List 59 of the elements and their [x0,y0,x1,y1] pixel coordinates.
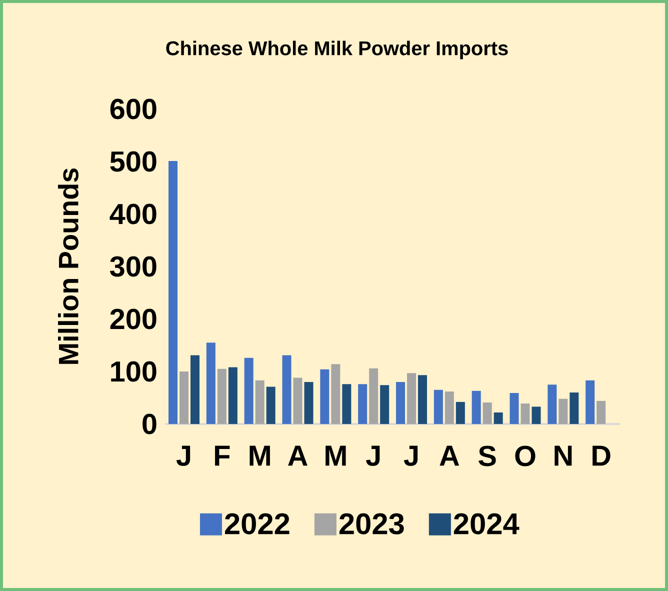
x-tick-label: M [250,446,270,466]
bar [456,402,465,424]
bar [407,373,416,424]
y-tick-label: 0 [142,414,156,434]
legend-label: 2024 [454,513,520,534]
bar [586,380,595,424]
bar [266,386,276,424]
bar [548,384,557,424]
bar [380,385,390,424]
x-tick-label: N [554,446,572,466]
bar [206,342,216,424]
bar [255,380,264,424]
x-tick-label: M [326,446,346,466]
bar [570,392,579,424]
x-tick-label: A [288,446,308,466]
bar [434,390,443,424]
bar [320,369,330,424]
x-tick-label: A [440,446,460,466]
bar [369,368,378,424]
y-tick-label: 400 [110,204,156,224]
x-tick-label: S [478,446,496,466]
bar [358,384,368,424]
x-tick-label: F [215,446,230,466]
y-tick-label: 600 [110,98,156,120]
bar [472,390,481,424]
bar [304,382,314,424]
bar [494,412,503,424]
bar [520,404,530,424]
bar [217,368,226,424]
bar [190,355,200,424]
bar [596,400,606,424]
bar [396,382,406,424]
legend-label: 2022 [225,513,290,534]
bar [168,160,178,424]
bar [282,355,292,424]
x-tick-label: J [176,446,190,466]
legend-label: 2023 [339,513,404,534]
chart-title: Chinese Whole Milk Powder Imports [166,40,508,60]
y-axis-title: Million Pounds [58,168,78,364]
bar [244,358,254,424]
bar [532,406,541,424]
x-tick-label: D [592,446,610,466]
bar [510,393,519,424]
bar [558,398,568,424]
y-tick-label: 200 [110,308,156,330]
bar [180,372,188,424]
y-tick-label: 300 [110,256,156,277]
bar [331,364,340,424]
bar [444,391,454,424]
bar [228,367,238,424]
x-tick-label: J [404,446,418,466]
y-tick-label: 100 [111,361,156,382]
bar [293,378,302,424]
x-tick-label: O [515,446,536,466]
bar [342,384,352,424]
y-tick-label: 500 [110,151,156,172]
bar [418,375,428,424]
bar [482,402,492,424]
x-tick-label: J [366,446,380,466]
